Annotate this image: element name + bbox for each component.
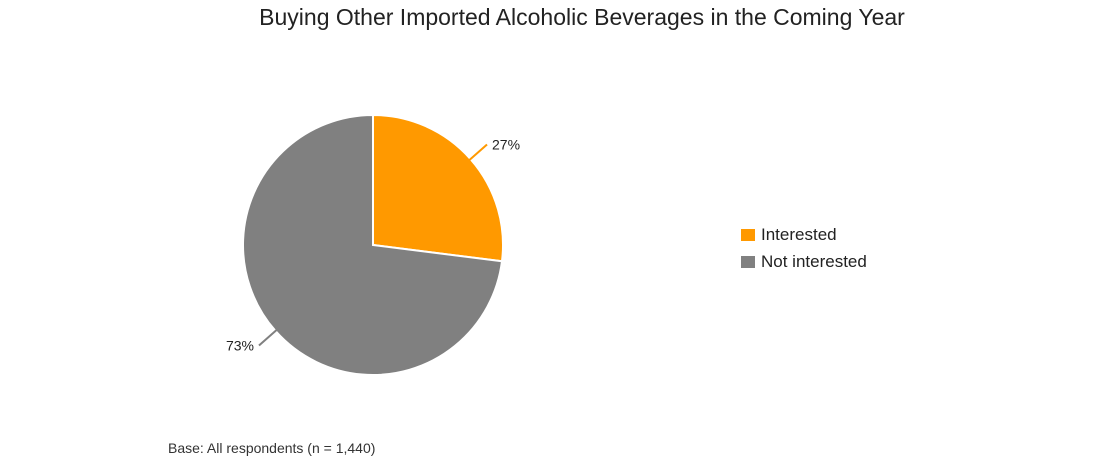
legend-label-not-interested: Not interested <box>761 251 867 271</box>
legend: Interested Not interested <box>741 221 867 275</box>
legend-item-not-interested[interactable]: Not interested <box>741 248 867 275</box>
legend-item-interested[interactable]: Interested <box>741 221 867 248</box>
legend-swatch-not-interested <box>741 255 755 268</box>
leader-line-interested <box>468 143 488 162</box>
data-label-interested: 27% <box>492 136 520 152</box>
data-label-not-interested: 73% <box>226 338 254 354</box>
legend-swatch-interested <box>741 228 755 241</box>
leader-line-not-interested <box>258 328 278 347</box>
footnote: Base: All respondents (n = 1,440) <box>168 440 376 456</box>
pie-slice-interested[interactable] <box>372 113 504 263</box>
chart-title: Buying Other Imported Alcoholic Beverage… <box>259 4 905 30</box>
legend-label-interested: Interested <box>761 224 837 244</box>
